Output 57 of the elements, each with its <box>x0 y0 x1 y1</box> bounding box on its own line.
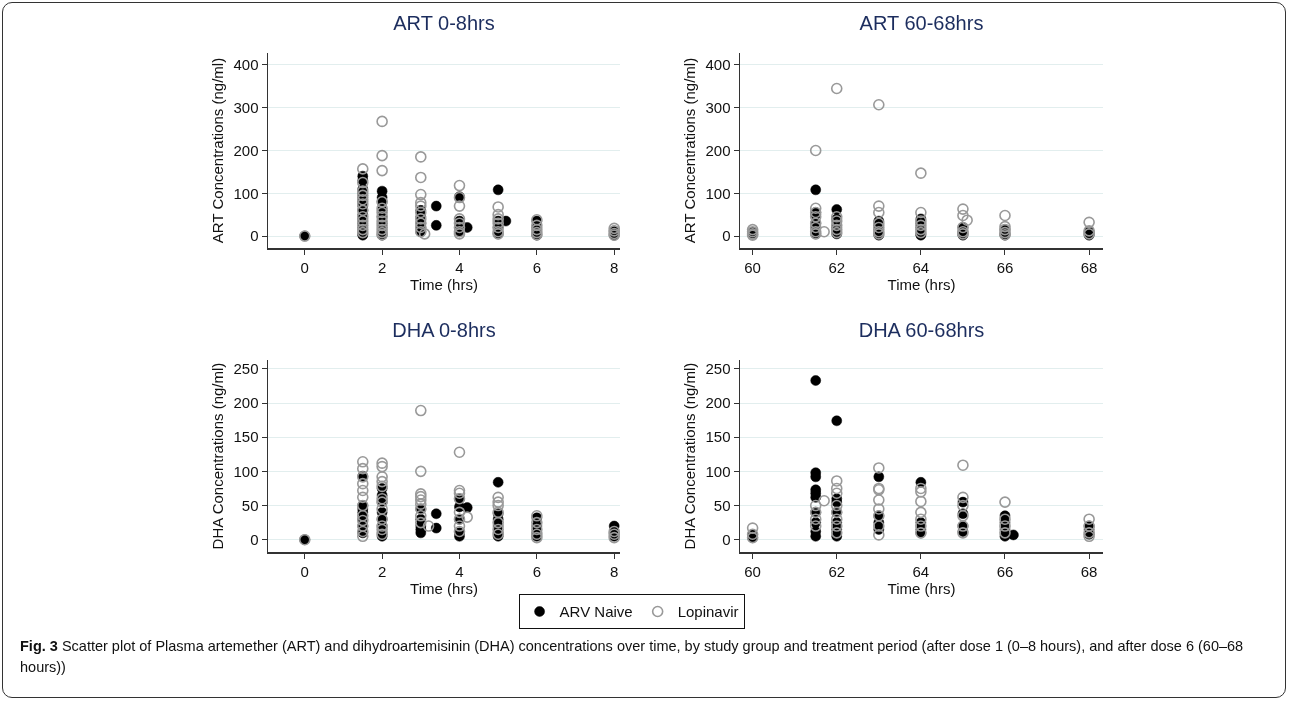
x-tick-label: 0 <box>300 258 309 276</box>
y-tick-label: 200 <box>705 394 731 412</box>
chart-title: DHA 60-68hrs <box>858 319 985 341</box>
x-tick-label: 66 <box>996 562 1014 580</box>
x-tick-label: 60 <box>744 562 761 580</box>
x-tick-label: 66 <box>996 258 1014 276</box>
y-tick-label: 50 <box>713 496 731 514</box>
x-axis-title: Time (hrs) <box>887 275 956 293</box>
y-tick-label: 400 <box>705 56 731 74</box>
x-tick-label: 68 <box>1080 258 1098 276</box>
x-tick-label: 8 <box>610 258 619 276</box>
x-tick-label: 62 <box>828 258 846 276</box>
x-axis-title: Time (hrs) <box>887 579 956 597</box>
x-tick-label: 64 <box>912 258 930 276</box>
y-tick-label: 300 <box>233 98 259 116</box>
y-tick-label: 400 <box>233 56 259 74</box>
y-axis-title: DHA Concentrations (ng/ml) <box>208 362 226 550</box>
x-tick-label: 8 <box>610 562 619 580</box>
caption: Fig. 3 Scatter plot of Plasma artemether (ART) and dihydroartemisinin (DHA) concentrations over time, by study group and treatment period (after dose 1 (0–8 hours), and after dose 6 (60–68 hours)) <box>20 638 1244 675</box>
x-tick-label: 4 <box>455 258 464 276</box>
y-tick-label: 100 <box>233 462 259 480</box>
y-tick-label: 100 <box>233 184 259 202</box>
legend-label: Lopinavir <box>677 603 739 621</box>
x-tick-label: 60 <box>744 258 761 276</box>
x-axis-title: Time (hrs) <box>410 579 478 597</box>
y-tick-label: 250 <box>233 360 259 378</box>
y-tick-label: 100 <box>705 462 731 480</box>
x-tick-label: 2 <box>377 562 387 580</box>
y-tick-label: 200 <box>233 394 259 412</box>
y-tick-label: 300 <box>705 98 731 116</box>
y-tick-label: 200 <box>705 141 731 159</box>
y-tick-label: 100 <box>705 184 731 202</box>
y-tick-label: 50 <box>241 496 259 514</box>
y-axis-title: ART Concentrations (ng/ml) <box>680 57 698 244</box>
x-tick-label: 6 <box>532 562 542 580</box>
y-tick-label: 0 <box>722 227 731 245</box>
chart-title: ART 60-68hrs <box>859 12 984 34</box>
y-tick-label: 150 <box>705 428 731 446</box>
y-axis-title: DHA Concentrations (ng/ml) <box>680 362 698 550</box>
y-tick-label: 150 <box>233 428 259 446</box>
y-tick-label: 200 <box>233 141 259 159</box>
x-tick-label: 64 <box>912 562 930 580</box>
x-tick-label: 2 <box>377 258 387 276</box>
x-tick-label: 0 <box>300 562 309 580</box>
x-axis-title: Time (hrs) <box>410 275 478 293</box>
chart-title: DHA 0-8hrs <box>392 319 496 341</box>
x-tick-label: 6 <box>532 258 542 276</box>
x-tick-label: 68 <box>1080 562 1098 580</box>
y-axis-title: ART Concentrations (ng/ml) <box>208 57 226 244</box>
y-tick-label: 0 <box>250 227 259 245</box>
y-tick-label: 250 <box>705 360 731 378</box>
x-tick-label: 4 <box>455 562 464 580</box>
y-tick-label: 0 <box>250 530 259 548</box>
legend-label: ARV Naive <box>559 603 633 621</box>
y-tick-label: 0 <box>722 530 731 548</box>
x-tick-label: 62 <box>828 562 846 580</box>
chart-title: ART 0-8hrs <box>393 12 495 34</box>
